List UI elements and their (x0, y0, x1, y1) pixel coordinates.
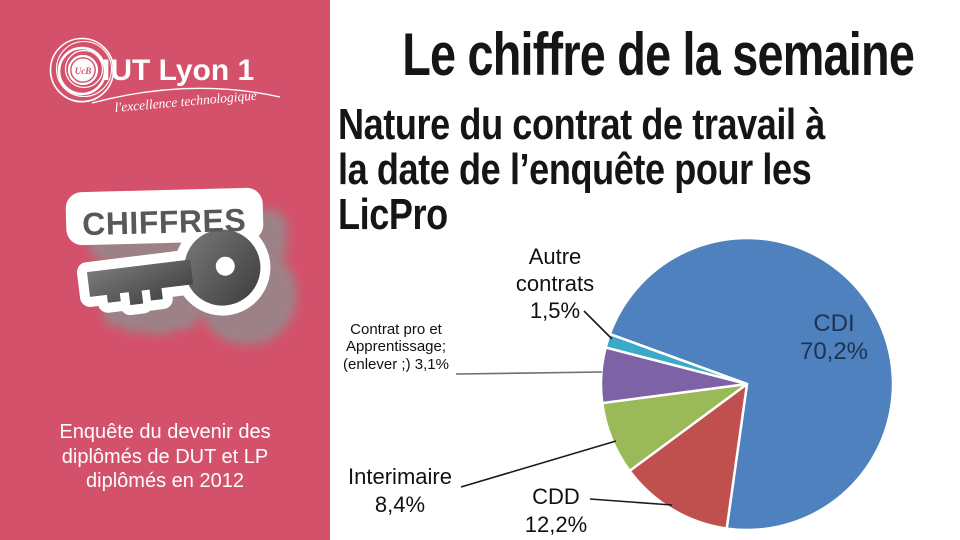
iut-lyon1-logo: UcB IUT Lyon 1 l'excellence technologiqu… (49, 37, 281, 115)
spiral-icon (49, 37, 115, 103)
pie-slices (599, 236, 895, 532)
pie-slice-cdi (608, 236, 895, 532)
key-icon (86, 229, 261, 306)
pie-label-interimaire: Interimaire 8,4% (348, 464, 452, 517)
logo-swoosh (91, 87, 281, 104)
chiffres-badge: CHIFFRES (52, 186, 314, 372)
chart-title: Nature du contrat de travail à la date d… (338, 102, 958, 237)
sidebar: UcB IUT Lyon 1 l'excellence technologiqu… (0, 0, 330, 540)
pie-label-contrat-pro: Contrat pro et Apprentissage; (enlever ;… (343, 321, 449, 373)
page-title-text: Le chiffre de la semaine (402, 21, 915, 88)
page-title: Le chiffre de la semaine (330, 24, 960, 88)
logo-text: IUT Lyon 1 (102, 54, 254, 87)
leader-line-cdd (589, 498, 673, 506)
emblem-text: UcB (75, 66, 92, 76)
leader-line-interimaire (460, 440, 617, 488)
pie-slice-cdd (628, 382, 749, 530)
chart-title-text: Nature du contrat de travail à la date d… (338, 100, 825, 239)
pie-label-cdi: CDI 70,2% (799, 310, 869, 365)
pie-slice-autre (604, 332, 749, 386)
leader-line-autre-contrats (583, 310, 613, 340)
pie-label-cdd: CDD 12,2% (524, 484, 588, 537)
survey-caption: Enquête du devenir des diplômés de DUT e… (59, 421, 271, 492)
badge-label: CHIFFRES (82, 202, 247, 242)
leader-line-contrat-pro (455, 371, 603, 375)
pie-label-autre-contrats: Autre contrats 1,5% (515, 244, 595, 323)
emblem-disc (71, 58, 95, 82)
